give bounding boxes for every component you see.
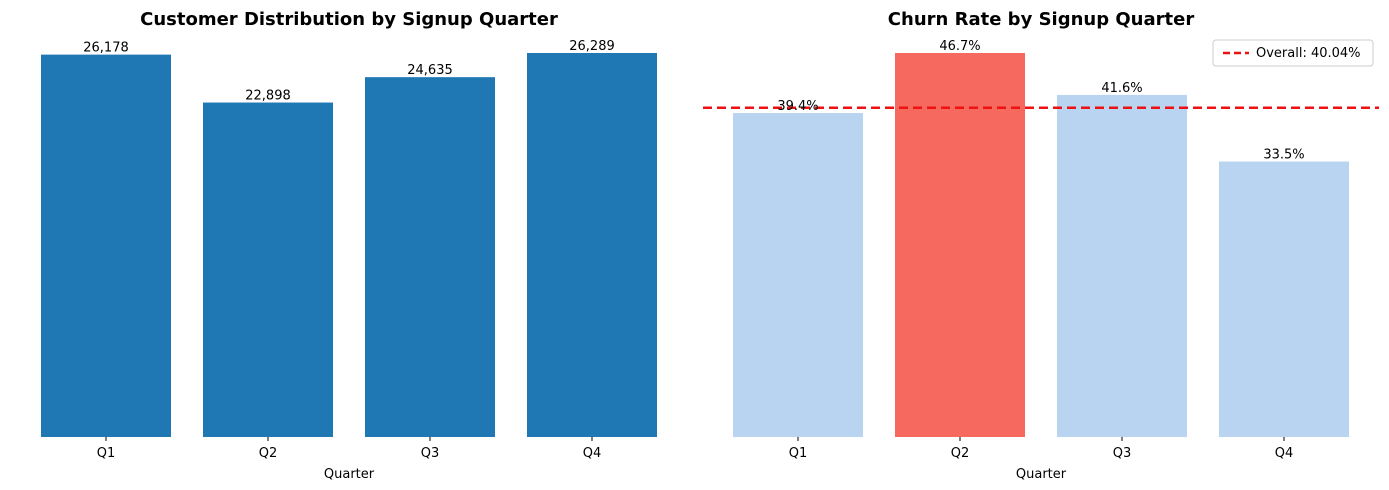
right-tick-label-q4: Q4 (1275, 446, 1294, 461)
left-bar-q1 (41, 54, 171, 437)
right-data-label-q2: 46.7% (939, 39, 980, 54)
right-bars-group (733, 53, 1349, 437)
right-bar-q2 (895, 53, 1025, 437)
left-bar-q3 (365, 77, 495, 437)
right-bar-q4 (1219, 161, 1349, 437)
right-tick-label-q2: Q2 (951, 446, 970, 461)
right-data-label-q4: 33.5% (1263, 148, 1304, 163)
legend-entry-overall: Overall: 40.04% (1256, 46, 1361, 61)
left-tick-label-q1: Q1 (97, 446, 116, 461)
legend: Overall: 40.04% (1212, 39, 1374, 67)
legend-box (1212, 39, 1374, 67)
left-tick-label-q4: Q4 (583, 446, 602, 461)
left-bars-group (41, 53, 657, 438)
left-bar-q2 (203, 102, 333, 438)
customer-distribution-chart: Customer Distribution by Signup Quarter … (41, 9, 657, 482)
right-x-axis-label: Quarter (1016, 467, 1067, 482)
left-data-label-q4: 26,289 (569, 39, 615, 54)
left-data-labels-group: 26,178 22,898 24,635 26,289 (83, 39, 615, 104)
left-data-label-q2: 22,898 (245, 89, 291, 104)
right-x-ticks-group: Q1 Q2 Q3 Q4 (789, 437, 1294, 461)
right-data-label-q1: 39.4% (777, 99, 818, 114)
right-tick-label-q1: Q1 (789, 446, 808, 461)
right-bar-q3 (1057, 94, 1187, 437)
right-tick-label-q3: Q3 (1113, 446, 1132, 461)
left-x-axis-label: Quarter (324, 467, 375, 482)
left-x-ticks-group: Q1 Q2 Q3 Q4 (97, 437, 602, 461)
chart-title-churn-rate: Churn Rate by Signup Quarter (888, 9, 1195, 30)
left-data-label-q1: 26,178 (83, 41, 129, 56)
chart-title-customer-distribution: Customer Distribution by Signup Quarter (140, 9, 558, 30)
left-tick-label-q2: Q2 (259, 446, 278, 461)
left-data-label-q3: 24,635 (407, 63, 453, 78)
right-data-labels-group: 39.4% 46.7% 41.6% 33.5% (777, 39, 1304, 163)
right-data-label-q3: 41.6% (1101, 81, 1142, 96)
left-tick-label-q3: Q3 (421, 446, 440, 461)
churn-rate-chart: Churn Rate by Signup Quarter 39.4% 46.7% 4… (703, 9, 1379, 482)
right-bar-q1 (733, 113, 863, 437)
left-bar-q4 (527, 53, 657, 437)
